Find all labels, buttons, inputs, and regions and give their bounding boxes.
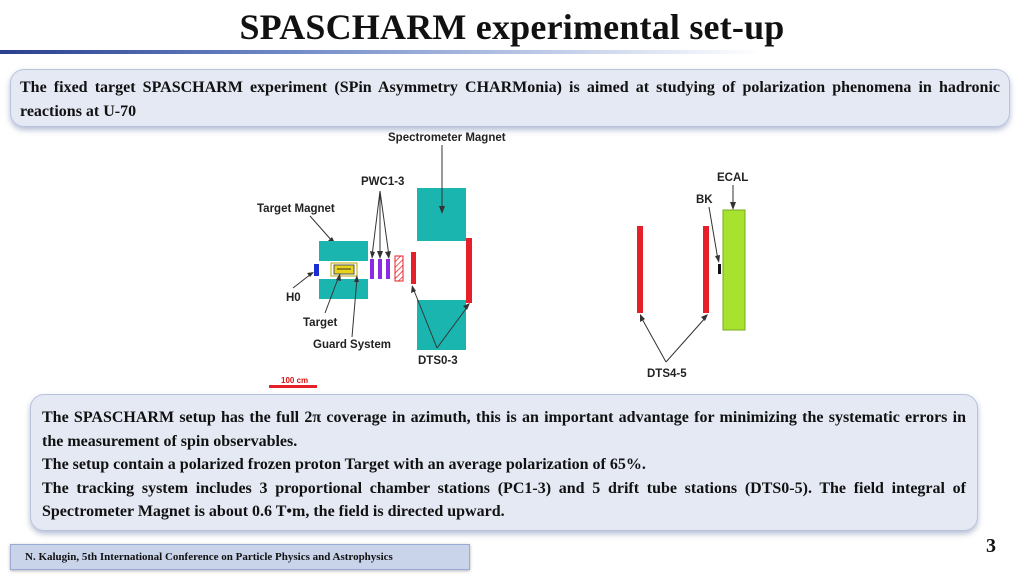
description-para-3: The tracking system includes 3 proportio… bbox=[42, 479, 966, 521]
target-label: Target bbox=[303, 317, 337, 329]
ecal-arrowhead bbox=[730, 202, 736, 210]
intro-box: The fixed target SPASCHARM experiment (S… bbox=[10, 69, 1010, 127]
ecal-label: ECAL bbox=[717, 172, 748, 184]
target-arrow bbox=[324, 275, 340, 314]
scale-label: 100 cm bbox=[281, 376, 308, 385]
target-magnet-upper bbox=[319, 241, 368, 261]
bk-detector bbox=[718, 264, 721, 274]
pwc-arrowhead-2 bbox=[377, 251, 383, 259]
dts03-label: DTS0-3 bbox=[418, 355, 458, 367]
target-magnet-arrow bbox=[309, 215, 334, 243]
guard-system-arrowhead bbox=[354, 275, 359, 282]
ecal bbox=[722, 209, 746, 331]
title-underline bbox=[0, 50, 760, 54]
page-number: 3 bbox=[986, 535, 996, 557]
dts03-arrowhead-2 bbox=[463, 303, 470, 310]
description-box: The SPASCHARM setup has the full 2π cove… bbox=[30, 394, 978, 531]
dts-4 bbox=[637, 226, 643, 313]
description-para-2: The setup contain a polarized frozen pro… bbox=[42, 456, 646, 473]
scale-bar bbox=[269, 385, 317, 388]
pwc-arrow-3 bbox=[379, 190, 390, 257]
spectrometer-magnet-label: Spectrometer Magnet bbox=[388, 132, 506, 144]
guard-hatched bbox=[394, 255, 404, 282]
dts03-arrowhead-1 bbox=[411, 285, 416, 293]
guard-system-arrow bbox=[351, 277, 358, 338]
dts03-arrow-2 bbox=[436, 305, 469, 349]
dts45-arrowhead-1 bbox=[640, 314, 645, 322]
h0-arrow bbox=[292, 273, 312, 289]
h0-arrowhead bbox=[307, 272, 314, 277]
pwc-3 bbox=[386, 259, 390, 279]
dts45-arrowhead-2 bbox=[701, 314, 708, 321]
dts-5 bbox=[703, 226, 709, 313]
dts03-arrow-1 bbox=[412, 287, 438, 349]
bk-arrowhead bbox=[715, 255, 720, 263]
dts45-label: DTS4-5 bbox=[647, 368, 687, 380]
target-arrowhead bbox=[336, 273, 341, 281]
intro-text: The fixed target SPASCHARM experiment (S… bbox=[20, 79, 1000, 120]
target-magnet-lower bbox=[319, 279, 368, 299]
bk-label: BK bbox=[696, 194, 713, 206]
bk-arrow bbox=[708, 206, 719, 261]
dts45-arrow-2 bbox=[665, 316, 707, 363]
pwc-arrow-1 bbox=[371, 190, 381, 257]
dts45-arrow-1 bbox=[640, 316, 667, 363]
spectrometer-magnet-arrowhead bbox=[439, 206, 445, 214]
target-magnet-label: Target Magnet bbox=[257, 203, 335, 215]
dts-0 bbox=[411, 252, 416, 284]
guard-system-label: Guard System bbox=[313, 339, 391, 351]
pwc-2 bbox=[378, 259, 382, 279]
pwc-arrowhead-3 bbox=[385, 251, 391, 259]
dts-1 bbox=[466, 238, 472, 303]
h0-detector bbox=[314, 264, 319, 276]
pwc-label: PWC1-3 bbox=[361, 176, 404, 188]
pwc-1 bbox=[370, 259, 374, 279]
page-title: SPASCHARM experimental set-up bbox=[239, 7, 785, 47]
h0-label: H0 bbox=[286, 292, 301, 304]
guard-system bbox=[330, 262, 358, 277]
description-para-1: The SPASCHARM setup has the full 2π cove… bbox=[42, 409, 966, 450]
footer-citation: N. Kalugin, 5th International Conference… bbox=[10, 544, 470, 570]
pwc-arrowhead-1 bbox=[370, 251, 375, 259]
